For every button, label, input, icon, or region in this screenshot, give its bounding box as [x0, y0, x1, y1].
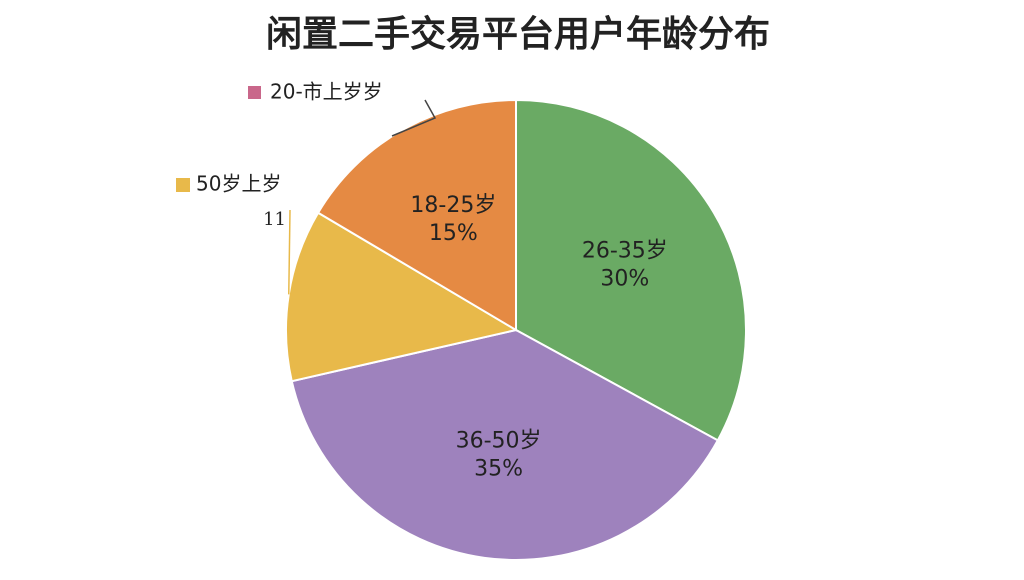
- leader-line: [288, 209, 291, 295]
- slice-value-label: 15%: [429, 221, 478, 246]
- slice-value-label: 35%: [474, 456, 523, 481]
- slice-value-label: 11: [263, 209, 286, 230]
- annotation-arrow: [391, 99, 437, 137]
- legend-swatch: [176, 178, 190, 192]
- pie-slice: [515, 98, 747, 442]
- pie-slice: [290, 328, 720, 561]
- slice-category-label: 26-35岁: [582, 238, 668, 263]
- annotation-swatch: [248, 86, 261, 99]
- slice-category-label: 18-25岁: [410, 193, 496, 218]
- chart-title: 闲置二手交易平台用户年龄分布: [266, 13, 770, 55]
- annotation-text: 20-市上岁岁: [270, 80, 383, 104]
- pie-slice: [316, 98, 517, 332]
- slice-category-label: 36-50岁: [456, 428, 542, 453]
- legend-label: 50岁上岁: [196, 172, 281, 196]
- slice-value-label: 30%: [600, 266, 649, 291]
